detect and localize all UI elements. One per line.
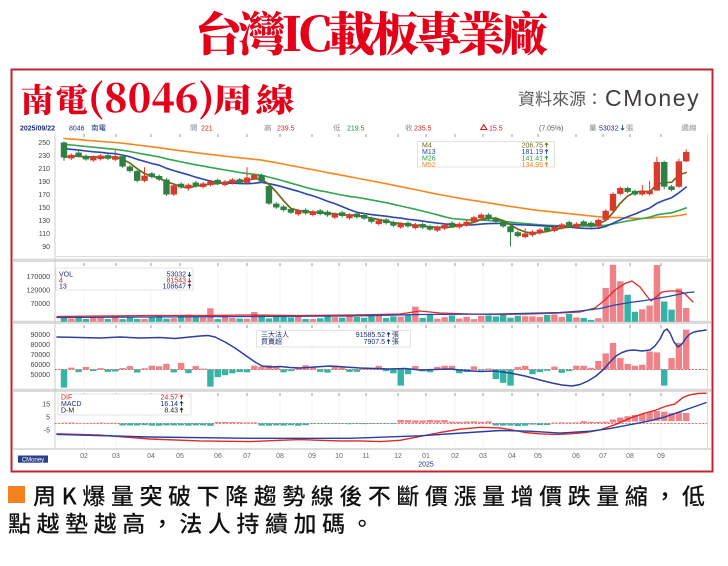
svg-text:8.43: 8.43 bbox=[164, 408, 178, 415]
svg-text:5: 5 bbox=[46, 414, 50, 421]
svg-text:210: 210 bbox=[38, 166, 50, 173]
svg-text:90: 90 bbox=[42, 244, 50, 251]
svg-text:03: 03 bbox=[112, 453, 120, 460]
svg-text:04: 04 bbox=[508, 453, 516, 460]
svg-text:219.5: 219.5 bbox=[347, 126, 365, 133]
svg-text:02: 02 bbox=[451, 453, 459, 460]
svg-text:M26: M26 bbox=[422, 156, 436, 163]
svg-text:16.14: 16.14 bbox=[160, 401, 178, 408]
svg-text:2025/09/22: 2025/09/22 bbox=[20, 126, 55, 133]
svg-text:10: 10 bbox=[335, 453, 343, 460]
svg-text:70000: 70000 bbox=[31, 352, 51, 359]
svg-text:141.41: 141.41 bbox=[522, 156, 544, 163]
svg-text:181.19: 181.19 bbox=[522, 149, 544, 156]
svg-text:07: 07 bbox=[599, 453, 607, 460]
svg-text:7907.5: 7907.5 bbox=[364, 339, 386, 346]
svg-text:CMoney: CMoney bbox=[22, 457, 44, 463]
svg-text:170000: 170000 bbox=[27, 274, 50, 281]
svg-text:134.95: 134.95 bbox=[522, 162, 544, 169]
svg-text:60000: 60000 bbox=[31, 362, 51, 369]
svg-text:05: 05 bbox=[176, 453, 184, 460]
svg-text:D-M: D-M bbox=[61, 408, 74, 415]
svg-text:8046: 8046 bbox=[69, 126, 85, 133]
svg-text:M4: M4 bbox=[422, 143, 432, 150]
svg-text:170: 170 bbox=[38, 192, 50, 199]
svg-text:(7.05%): (7.05%) bbox=[539, 126, 564, 133]
svg-text:12: 12 bbox=[394, 453, 402, 460]
svg-text:13: 13 bbox=[59, 284, 67, 291]
svg-text:150: 150 bbox=[38, 205, 50, 212]
svg-text:53032: 53032 bbox=[167, 272, 187, 279]
svg-text:15.5: 15.5 bbox=[489, 126, 503, 133]
svg-text:91585.52: 91585.52 bbox=[356, 332, 385, 339]
svg-text:07: 07 bbox=[243, 453, 251, 460]
svg-text:09: 09 bbox=[308, 453, 316, 460]
svg-text:81543: 81543 bbox=[167, 278, 187, 285]
svg-text:VOL: VOL bbox=[59, 272, 73, 279]
svg-text:08: 08 bbox=[276, 453, 284, 460]
svg-text:-5: -5 bbox=[44, 427, 50, 434]
svg-text:09: 09 bbox=[657, 453, 665, 460]
svg-text:206.75: 206.75 bbox=[522, 143, 544, 150]
svg-text:24.57: 24.57 bbox=[160, 395, 178, 402]
svg-text:01: 01 bbox=[422, 453, 430, 460]
svg-text:MACD: MACD bbox=[61, 401, 82, 408]
svg-text:50000: 50000 bbox=[31, 372, 51, 379]
svg-text:4: 4 bbox=[59, 278, 63, 285]
svg-text:M52: M52 bbox=[422, 162, 436, 169]
svg-text:90000: 90000 bbox=[31, 332, 51, 339]
svg-text:08: 08 bbox=[626, 453, 634, 460]
svg-text:190: 190 bbox=[38, 179, 50, 186]
svg-text:120000: 120000 bbox=[27, 287, 50, 294]
svg-text:239.5: 239.5 bbox=[277, 126, 295, 133]
svg-text:11: 11 bbox=[362, 453, 369, 460]
svg-text:2025: 2025 bbox=[418, 462, 434, 469]
svg-text:230: 230 bbox=[38, 153, 50, 160]
svg-text:03: 03 bbox=[479, 453, 487, 460]
svg-text:53032: 53032 bbox=[599, 126, 619, 133]
svg-text:235.5: 235.5 bbox=[414, 126, 432, 133]
svg-text:DIF: DIF bbox=[61, 395, 72, 402]
svg-text:250: 250 bbox=[38, 140, 50, 147]
svg-text:04: 04 bbox=[147, 453, 155, 460]
svg-text:80000: 80000 bbox=[31, 342, 51, 349]
svg-text:110: 110 bbox=[39, 231, 50, 238]
svg-text:CMoney: CMoney bbox=[605, 85, 700, 111]
svg-text:06: 06 bbox=[572, 453, 580, 460]
svg-text:02: 02 bbox=[80, 453, 88, 460]
svg-text:70000: 70000 bbox=[31, 301, 51, 308]
svg-text:15: 15 bbox=[42, 401, 50, 408]
svg-text:108647: 108647 bbox=[163, 284, 186, 291]
svg-text:06: 06 bbox=[214, 453, 222, 460]
svg-text:M13: M13 bbox=[422, 149, 436, 156]
svg-text:05: 05 bbox=[534, 453, 542, 460]
svg-text:221: 221 bbox=[201, 126, 213, 133]
svg-text:130: 130 bbox=[38, 218, 50, 225]
